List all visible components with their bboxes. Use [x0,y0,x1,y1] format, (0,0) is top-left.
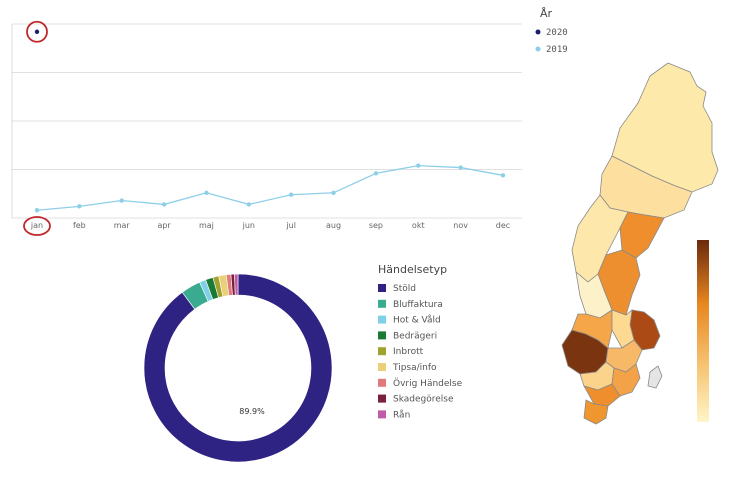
highlight-circle-2020-point [26,20,48,43]
legend-label-2020[interactable]: 2020 [546,28,568,38]
point-2019-jul[interactable] [288,192,294,197]
map-region-skane[interactable] [583,399,609,425]
line-chart-highlights [23,20,51,236]
point-2019-mar[interactable] [119,198,124,203]
legend-swatch-0 [378,284,386,292]
legend-swatch-2020 [535,29,541,35]
map-region-north[interactable] [611,62,719,193]
donut-chart: 89.9% [143,273,333,463]
donut-slice-8[interactable] [234,273,239,296]
legend-label-2019[interactable]: 2019 [546,45,568,55]
sweden-choropleth-map [561,62,719,425]
legend-swatch-1 [378,299,386,308]
point-2019-jun[interactable] [246,202,252,207]
map-region-east-2[interactable] [611,309,635,349]
x-tick-label-dec: dec [496,221,510,230]
x-tick-label-nov: nov [453,221,468,230]
x-tick-label-aug: aug [326,221,341,230]
point-2019-dec[interactable] [500,173,506,178]
map-island-gotland[interactable] [647,365,663,389]
x-tick-label-apr: apr [157,221,171,230]
point-2020-jan[interactable] [34,29,40,34]
donut-chart-legend[interactable]: Händelsetyp Stöld Bluffaktura Hot & Våld Bed… [378,263,463,420]
point-2019-feb[interactable] [77,204,82,209]
legend-swatch-4 [378,347,386,356]
point-2019-nov[interactable] [458,165,463,170]
donut-slice-label-stold: 89.9% [239,407,265,416]
map-region-east-mid[interactable] [619,211,665,259]
point-2019-maj[interactable] [204,190,209,195]
donut-slice-0[interactable] [143,273,333,463]
line-chart-gridlines [11,23,522,219]
legend-swatch-3 [378,331,386,340]
legend-swatch-5 [378,363,386,371]
point-2019-apr[interactable] [161,202,167,207]
point-2019-jan[interactable] [34,208,40,213]
legend-label-5[interactable]: Tipsa/info [392,363,437,373]
legend-label-1[interactable]: Bluffaktura [393,300,443,310]
line-chart-legend[interactable]: År 2020 2019 [535,7,568,55]
legend-label-3[interactable]: Bedrägeri [393,331,437,341]
legend-swatch-8 [378,410,386,419]
legend-label-8[interactable]: Rån [393,409,410,420]
legend-swatch-2019 [535,46,541,52]
line-chart-x-ticks: jan feb mar apr maj jun jul aug sep okt nov dec [30,221,510,230]
legend-label-4[interactable]: Inbrott [393,347,424,357]
x-tick-label-sep: sep [369,221,383,230]
line-chart: jan feb mar apr maj jun jul aug sep okt nov dec [11,20,522,236]
legend-title-handelsetyp: Händelsetyp [378,263,447,276]
legend-label-7[interactable]: Skadegörelse [393,395,454,405]
x-tick-label-feb: feb [73,221,86,230]
point-2019-aug[interactable] [331,190,336,195]
point-2019-sep[interactable] [373,171,379,176]
legend-label-2[interactable]: Hot & Våld [393,315,441,326]
legend-label-6[interactable]: Övrig Händelse [393,378,463,389]
x-tick-label-jun: jun [242,221,255,230]
legend-swatch-6 [378,378,386,387]
legend-swatch-2 [378,315,386,324]
legend-label-0[interactable]: Stöld [393,284,416,294]
map-color-scale-bar [697,240,709,422]
legend-swatch-7 [378,394,386,403]
series-line-2019 [36,164,504,211]
x-tick-label-jan: jan [30,221,43,230]
line-chart-series [34,29,506,213]
x-tick-label-maj: maj [199,221,214,230]
x-tick-label-okt: okt [412,221,425,230]
highlight-circle-jan-label [23,216,51,236]
legend-title-year: År [540,7,553,20]
x-tick-label-jul: jul [285,221,296,230]
x-tick-label-mar: mar [114,221,131,230]
point-2019-okt[interactable] [416,163,421,168]
